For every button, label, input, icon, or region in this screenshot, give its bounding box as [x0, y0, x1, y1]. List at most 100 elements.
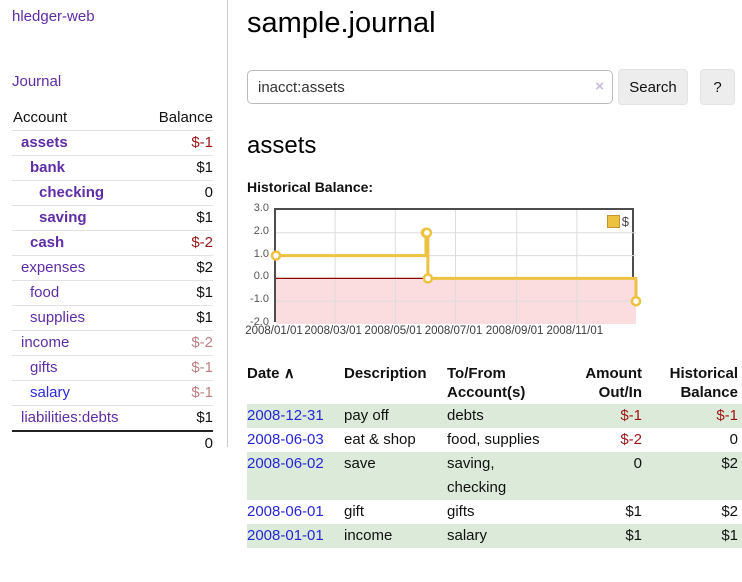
account-row: saving $1	[12, 205, 213, 231]
transaction-balance: 0	[729, 431, 738, 448]
y-tick-label: 3.0	[253, 202, 269, 214]
transaction-accounts: salary	[447, 524, 559, 548]
register-col-date[interactable]: Date ∧	[247, 365, 295, 382]
x-tick-label: 2008/03/01	[304, 325, 362, 337]
account-balance: $1	[144, 155, 213, 181]
accounts-col-account: Account	[13, 109, 68, 126]
transaction-description: pay off	[344, 404, 447, 428]
register-header-row: Date ∧ Description To/From Account(s) Am…	[247, 364, 742, 404]
account-balance: $1	[144, 205, 213, 231]
chart-legend: $	[606, 214, 629, 229]
sidebar-account-link[interactable]: expenses	[21, 259, 86, 276]
accounts-total-value: 0	[144, 430, 213, 456]
transaction-balance: $1	[646, 524, 742, 548]
app-title-link[interactable]: hledger-web	[12, 8, 95, 25]
sidebar-account-link[interactable]: income	[21, 334, 70, 351]
account-balance: $1	[144, 280, 213, 306]
x-tick-label: 2008/11/01	[546, 325, 604, 337]
transaction-accounts: debts	[447, 404, 559, 428]
register-col-amount: Amount Out/In	[585, 365, 642, 401]
accounts-body: assets $-1 bank $1 checking 0 saving $1 cash $-2 e…	[12, 130, 213, 431]
transaction-date-link[interactable]: 2008-01-01	[247, 527, 324, 544]
legend-label: $	[621, 214, 629, 229]
y-tick-label: 0.0	[253, 270, 269, 283]
transaction-row: 2008-06-03 eat & shop food, supplies $-2 0	[247, 428, 742, 452]
transaction-description: income	[344, 524, 447, 548]
account-row: income $-2	[12, 330, 213, 356]
transaction-date-link[interactable]: 2008-12-31	[247, 407, 324, 424]
sidebar-account-link[interactable]: gifts	[30, 359, 58, 376]
register-table: Date ∧ Description To/From Account(s) Am…	[247, 364, 742, 548]
x-tick-label: 2008/09/01	[485, 325, 544, 337]
sidebar-account-link[interactable]: supplies	[30, 309, 86, 326]
account-balance: $2	[144, 255, 213, 281]
transaction-description: gift	[344, 503, 365, 520]
sidebar-account-link[interactable]: food	[30, 284, 60, 301]
search-button[interactable]: Search	[618, 69, 688, 105]
account-row: expenses $2	[12, 255, 213, 281]
account-balance: $1	[144, 305, 213, 331]
y-tick-label: -1.0	[250, 293, 269, 306]
account-balance: $-2	[144, 230, 213, 256]
sidebar-account-link[interactable]: salary	[30, 384, 71, 401]
clear-search-icon[interactable]: ×	[595, 78, 604, 95]
y-tick-label: 2.0	[253, 224, 269, 237]
sidebar-account-link[interactable]: checking	[39, 184, 105, 201]
sidebar-account-link[interactable]: bank	[30, 159, 66, 176]
transaction-accounts: saving, checking	[447, 452, 559, 500]
transaction-balance: $-1	[646, 404, 742, 428]
transaction-amount: 0	[559, 452, 646, 500]
accounts-col-balance: Balance	[158, 109, 213, 126]
sidebar-account-link[interactable]: saving	[39, 209, 87, 226]
transaction-amount: $-1	[559, 404, 646, 428]
transaction-date-link[interactable]: 2008-06-03	[247, 431, 324, 448]
account-row: supplies $1	[12, 305, 213, 331]
transaction-description: eat & shop	[344, 431, 416, 448]
y-tick-label: -2.0	[250, 316, 269, 328]
account-row: salary $-1	[12, 380, 213, 406]
search-form: × Search ?	[247, 69, 742, 105]
transaction-accounts: food, supplies	[447, 431, 540, 448]
transaction-amount: $1	[625, 503, 642, 520]
transaction-accounts: gifts	[447, 503, 475, 520]
transaction-description: save	[344, 452, 447, 500]
accounts-header-row: Account Balance	[12, 106, 213, 131]
accounts-total-row: 0	[12, 430, 213, 456]
x-tick-label: 2008/05/01	[364, 325, 423, 337]
transaction-row: 2008-12-31 pay off debts $-1 $-1	[247, 404, 742, 428]
transaction-balance: $2	[721, 503, 738, 520]
account-row: gifts $-1	[12, 355, 213, 381]
chart-heading: Historical Balance:	[247, 179, 374, 195]
x-tick-label: 2008/07/01	[424, 325, 483, 337]
search-input[interactable]	[247, 70, 613, 104]
register-col-description: Description	[344, 365, 427, 382]
account-row: food $1	[12, 280, 213, 306]
search-box: ×	[247, 70, 613, 104]
account-balance: $-1	[144, 130, 213, 156]
sidebar-account-link[interactable]: liabilities:debts	[21, 409, 119, 426]
transaction-row: 2008-06-02 save saving, checking 0 $2	[247, 452, 742, 500]
chart-plot-area: $	[270, 208, 642, 324]
legend-swatch-icon	[606, 215, 620, 228]
historical-balance-chart: 3.0 2.0 1.0 0.0 -1.0 -2.0 $ 2008/01/01 2008/03…	[245, 202, 742, 342]
register-col-balance: Historical Balance	[669, 365, 738, 401]
main-content: sample.journal × Search ? assets Histori…	[245, 0, 742, 548]
account-row: checking 0	[12, 180, 213, 206]
transaction-date-link[interactable]: 2008-06-02	[247, 455, 324, 472]
sidebar-item-journal[interactable]: Journal	[12, 73, 62, 90]
accounts-table: Account Balance assets $-1 bank $1 checking 0…	[12, 106, 213, 456]
transaction-date-link[interactable]: 2008-06-01	[247, 503, 324, 520]
account-row: liabilities:debts $1	[12, 405, 213, 431]
account-balance: $-2	[144, 330, 213, 356]
sidebar-account-link[interactable]: assets	[21, 134, 68, 151]
account-row: assets $-1	[12, 130, 213, 156]
help-button[interactable]: ?	[700, 69, 735, 105]
y-tick-label: 1.0	[253, 247, 269, 260]
transaction-amount: $1	[559, 524, 646, 548]
transaction-balance: $2	[646, 452, 742, 500]
account-balance: $-1	[144, 380, 213, 406]
sidebar-account-link[interactable]: cash	[30, 234, 65, 251]
account-balance: 0	[144, 180, 213, 206]
sort-asc-icon: ∧	[283, 365, 295, 382]
account-balance: $1	[144, 405, 213, 431]
